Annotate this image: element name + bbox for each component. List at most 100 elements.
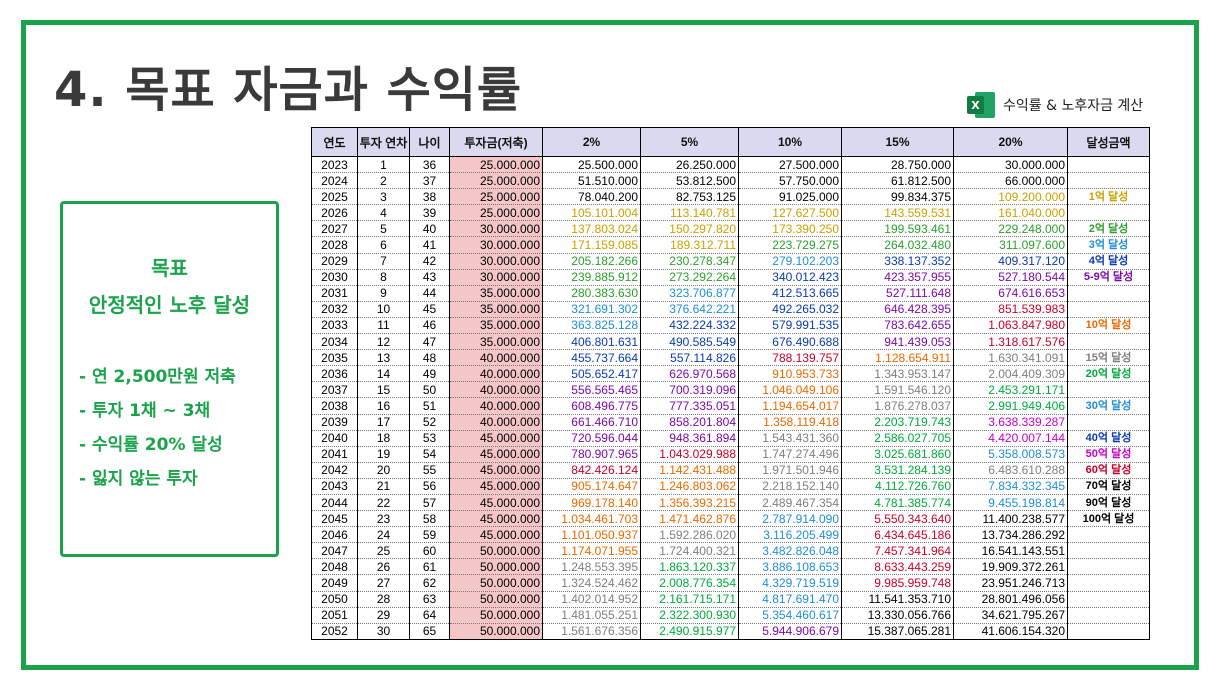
cell-rate-20: 9.455.198.814 — [953, 494, 1068, 512]
cell-milestone — [1067, 591, 1150, 608]
excel-link[interactable]: X 수익률 & 노후자금 계산 — [967, 92, 1143, 118]
cell-investment: 40.000.000 — [449, 381, 543, 399]
cell-invest-year: 27 — [357, 574, 410, 592]
cell-investment: 30.000.000 — [449, 269, 543, 286]
cell-year: 2050 — [311, 591, 358, 608]
cell-year: 2026 — [311, 204, 358, 222]
cell-invest-year: 18 — [357, 430, 410, 447]
cell-invest-year: 5 — [357, 220, 410, 238]
cell-rate-20: 851.539.983 — [953, 301, 1068, 318]
cell-rate-10: 2.787.914.090 — [738, 510, 842, 528]
cell-rate-20: 19.909.372.261 — [953, 558, 1068, 576]
cell-investment: 35.000.000 — [449, 333, 543, 351]
cell-rate-20: 4.420.007.144 — [953, 430, 1068, 447]
header-year: 연도 — [311, 127, 358, 157]
cell-rate-5: 2.161.715.171 — [640, 591, 739, 608]
cell-rate-5: 82.753.125 — [640, 188, 739, 206]
cell-rate-5: 2.490.915.977 — [640, 623, 739, 640]
table-row: 2027 5 40 30.000.000 137.803.024 150.297.820 1… — [311, 220, 1150, 238]
cell-rate-10: 4.817.691.470 — [738, 591, 842, 608]
table-row: 2032 10 45 35.000.000 321.691.302 376.642.221… — [311, 301, 1150, 318]
cell-rate-20: 13.734.286.292 — [953, 526, 1068, 544]
cell-year: 2024 — [311, 172, 358, 190]
table-row: 2037 15 50 40.000.000 556.565.465 700.319.096… — [311, 381, 1150, 399]
cell-investment: 50.000.000 — [449, 623, 543, 640]
cell-milestone — [1067, 558, 1150, 576]
cell-milestone: 50억 달성 — [1067, 446, 1150, 463]
cell-rate-5: 1.043.029.988 — [640, 446, 739, 463]
cell-year: 2025 — [311, 188, 358, 206]
header-invest-year: 투자 연차 — [357, 127, 410, 157]
table-row: 2036 14 49 40.000.000 505.652.417 626.970.568… — [311, 365, 1150, 383]
cell-age: 55 — [409, 462, 450, 479]
table-row: 2038 16 51 40.000.000 608.496.775 777.335.051… — [311, 397, 1150, 415]
cell-milestone: 15억 달성 — [1067, 349, 1150, 367]
cell-rate-5: 432.224.332 — [640, 317, 739, 335]
cell-rate-20: 161.040.000 — [953, 204, 1068, 222]
cell-rate-20: 23.951.246.713 — [953, 574, 1068, 592]
cell-rate-2: 171.159.085 — [542, 236, 641, 254]
slide-title: 4. 목표 자금과 수익률 — [54, 62, 523, 118]
table-row: 2044 22 57 45.000.000 969.178.140 1.356.393.2… — [311, 494, 1150, 512]
cell-rate-5: 948.361.894 — [640, 430, 739, 447]
cell-rate-5: 777.335.051 — [640, 397, 739, 415]
cell-milestone — [1067, 414, 1150, 431]
cell-rate-15: 4.781.385.774 — [841, 494, 954, 512]
cell-rate-15: 3.531.284.139 — [841, 462, 954, 479]
cell-year: 2035 — [311, 349, 358, 367]
cell-rate-10: 91.025.000 — [738, 188, 842, 206]
cell-invest-year: 16 — [357, 397, 410, 415]
cell-investment: 35.000.000 — [449, 317, 543, 335]
cell-investment: 50.000.000 — [449, 591, 543, 608]
table-row: 2042 20 55 45.000.000 842.426.124 1.142.431.4… — [311, 462, 1150, 479]
cell-rate-15: 2.586.027.705 — [841, 430, 954, 447]
cell-age: 46 — [409, 317, 450, 335]
cell-rate-5: 273.292.264 — [640, 269, 739, 286]
cell-milestone: 70억 달성 — [1067, 478, 1150, 495]
cell-year: 2032 — [311, 301, 358, 318]
cell-rate-15: 61.812.500 — [841, 172, 954, 190]
table-header-row: 연도 투자 연차 나이 투자금(저축) 2% 5% 10% 15% 20% 달성… — [311, 127, 1150, 157]
cell-rate-20: 41.606.154.320 — [953, 623, 1068, 640]
cell-milestone — [1067, 333, 1150, 351]
cell-invest-year: 24 — [357, 526, 410, 544]
cell-year: 2038 — [311, 397, 358, 415]
cell-investment: 25.000.000 — [449, 204, 543, 222]
cell-invest-year: 14 — [357, 365, 410, 383]
cell-rate-2: 455.737.664 — [542, 349, 641, 367]
cell-invest-year: 28 — [357, 591, 410, 608]
cell-investment: 40.000.000 — [449, 414, 543, 431]
cell-rate-5: 1.863.120.337 — [640, 558, 739, 576]
cell-rate-15: 9.985.959.748 — [841, 574, 954, 592]
cell-milestone: 5-9억 달성 — [1067, 269, 1150, 286]
cell-age: 44 — [409, 285, 450, 302]
cell-rate-20: 409.317.120 — [953, 253, 1068, 270]
table-row: 2029 7 42 30.000.000 205.182.266 230.278.347 2… — [311, 253, 1150, 270]
cell-milestone: 40억 달성 — [1067, 430, 1150, 447]
cell-rate-5: 858.201.804 — [640, 414, 739, 431]
cell-invest-year: 12 — [357, 333, 410, 351]
cell-rate-2: 406.801.631 — [542, 333, 641, 351]
cell-investment: 25.000.000 — [449, 156, 543, 174]
cell-investment: 50.000.000 — [449, 558, 543, 576]
cell-year: 2034 — [311, 333, 358, 351]
cell-invest-year: 6 — [357, 236, 410, 254]
cell-rate-10: 412.513.665 — [738, 285, 842, 302]
cell-rate-5: 490.585.549 — [640, 333, 739, 351]
cell-rate-10: 1.971.501.946 — [738, 462, 842, 479]
cell-rate-10: 279.102.203 — [738, 253, 842, 270]
cell-invest-year: 17 — [357, 414, 410, 431]
cell-investment: 45.000.000 — [449, 478, 543, 495]
table-row: 2041 19 54 45.000.000 780.907.965 1.043.029.9… — [311, 446, 1150, 463]
table-row: 2026 4 39 25.000.000 105.101.004 113.140.781 1… — [311, 204, 1150, 222]
cell-age: 54 — [409, 446, 450, 463]
cell-rate-5: 1.592.286.020 — [640, 526, 739, 544]
table-row: 2039 17 52 40.000.000 661.466.710 858.201.804… — [311, 414, 1150, 431]
return-table: 연도 투자 연차 나이 투자금(저축) 2% 5% 10% 15% 20% 달성… — [311, 127, 1150, 640]
cell-milestone: 30억 달성 — [1067, 397, 1150, 415]
cell-rate-15: 4.112.726.760 — [841, 478, 954, 495]
cell-milestone — [1067, 574, 1150, 592]
cell-year: 2051 — [311, 607, 358, 624]
cell-invest-year: 21 — [357, 478, 410, 495]
cell-rate-5: 26.250.000 — [640, 156, 739, 174]
